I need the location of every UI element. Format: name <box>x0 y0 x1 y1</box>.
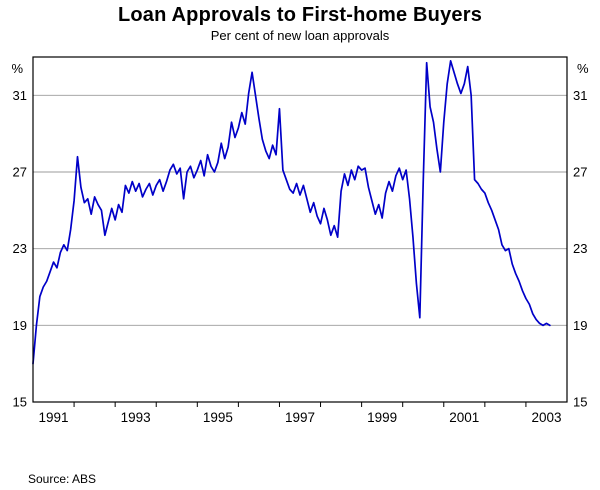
x-axis-label: 1991 <box>39 410 69 425</box>
data-series-line <box>32 59 551 365</box>
y-axis-label-left: 15 <box>13 395 27 410</box>
x-axis-label: 1993 <box>121 410 151 425</box>
y-axis-label-right: 15 <box>573 395 587 410</box>
y-axis-label-right: 19 <box>573 318 587 333</box>
x-axis-label: 2003 <box>531 410 561 425</box>
y-axis-label-right: 31 <box>573 88 587 103</box>
chart-canvas: 15 15 19 19 23 23 27 27 31 31% % 1991 1993 1995 1997 19… <box>11 56 589 425</box>
unit-label-right: % <box>577 61 589 76</box>
source-note: Source: ABS <box>28 472 97 486</box>
chart-area: 15 15 19 19 23 23 27 27 31 31%% 1991 1993 1995 1997 19… <box>0 45 600 457</box>
x-axis-label: 1997 <box>285 410 315 425</box>
x-axis-label: 2001 <box>449 410 479 425</box>
x-axis-label: 1999 <box>367 410 397 425</box>
y-axis-label-right: 23 <box>573 241 587 256</box>
chart-subtitle: Per cent of new loan approvals <box>210 28 390 43</box>
y-axis-label-left: 27 <box>13 165 27 180</box>
y-axis-label-left: 31 <box>13 88 27 103</box>
x-axis-label: 1995 <box>203 410 233 425</box>
unit-label-left: % <box>11 61 23 76</box>
plot-frame <box>32 56 568 403</box>
y-axis-label-right: 27 <box>573 165 587 180</box>
y-axis-label-left: 23 <box>13 241 27 256</box>
chart-title: Loan Approvals to First-home Buyers <box>117 4 483 26</box>
y-axis-label-left: 19 <box>13 318 27 333</box>
